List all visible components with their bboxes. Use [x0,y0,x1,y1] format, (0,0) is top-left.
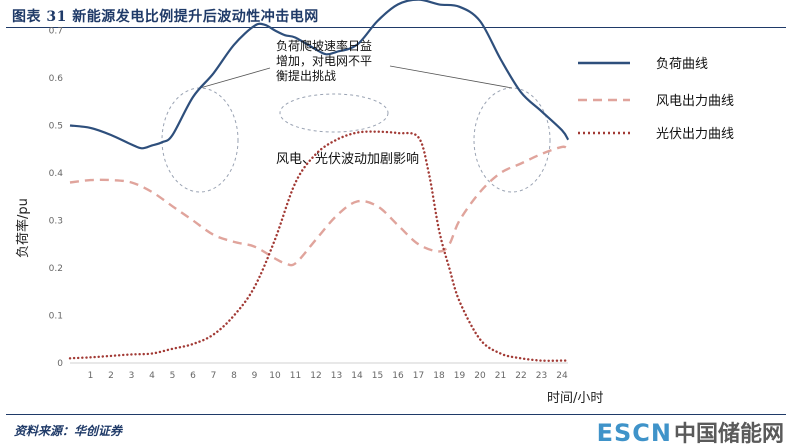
callout-line-left [199,67,271,89]
y-axis-label: 负荷率/pu [15,198,31,258]
series-layer [68,0,570,362]
solar-curve-line [68,130,570,362]
y-tick-label: 0.5 [49,122,63,132]
x-axis: 1 2 3 4 5 6 7 8 9 10 11 12 13 14 15 16 17 18 19 20 21 22 23 24 [88,371,568,381]
x-tick-label: 24 [556,371,568,381]
x-tick-label: 22 [515,371,526,381]
logo-en: ESCN [596,419,672,447]
y-tick-label: 0 [57,359,63,369]
x-tick-label: 17 [413,371,424,381]
x-tick-label: 16 [392,371,404,381]
x-tick-label: 20 [474,371,486,381]
x-tick-label: 3 [129,371,135,381]
y-tick-label: 0.1 [49,312,63,322]
y-tick-label: 0.2 [49,264,63,274]
x-tick-label: 19 [454,371,466,381]
x-axis-label: 时间/小时 [547,391,603,406]
legend-label-solar: 光伏出力曲线 [656,127,734,142]
x-tick-label: 2 [108,371,114,381]
ramp-down-ellipse [473,87,551,193]
load-curve-line [69,0,570,150]
legend: 负荷曲线 风电出力曲线 光伏出力曲线 [578,57,734,142]
x-tick-label: 5 [170,371,176,381]
callout-line-right [389,65,513,89]
title-rule [6,27,786,28]
footer-rule [6,414,786,415]
x-tick-label: 14 [351,371,363,381]
wind-curve-line [69,145,569,267]
x-tick-label: 4 [149,371,155,381]
annotation-line-1: 负荷爬坡速率日益 [276,38,372,53]
y-tick-label: 0.4 [49,169,64,179]
legend-label-wind: 风电出力曲线 [656,94,734,109]
x-tick-label: 10 [269,371,281,381]
figure-title: 图表 31 新能源发电比例提升后波动性冲击电网 [12,9,319,25]
y-tick-label: 0.6 [49,74,64,84]
legend-label-load: 负荷曲线 [656,57,708,72]
source-note: 资料来源：华创证券 [14,424,123,438]
x-tick-label: 8 [231,371,237,381]
x-tick-label: 23 [536,371,547,381]
x-tick-label: 18 [433,371,445,381]
y-axis: 00.10.20.30.40.50.60.70.8 [49,27,64,370]
x-tick-label: 12 [310,371,321,381]
x-tick-label: 6 [190,371,196,381]
logo-cn: 中国储能网 [673,422,784,447]
x-tick-label: 13 [331,371,342,381]
y-tick-label: 0.3 [49,217,63,227]
x-tick-label: 11 [290,371,301,381]
midday-dip-ellipse [279,93,389,133]
x-tick-label: 1 [88,371,94,381]
ramp-up-ellipse [161,87,239,193]
x-tick-label: 21 [495,371,506,381]
x-tick-label: 9 [252,371,258,381]
x-tick-label: 7 [211,371,217,381]
x-tick-label: 15 [372,371,383,381]
annotation-line-3: 衡提出挑战 [276,68,336,83]
annotation-volatility: 风电、光伏波动加剧影响 [276,151,419,167]
annotation-line-2: 增加，对电网不平 [276,54,372,68]
y-tick-label: 0.7 [49,27,63,37]
escn-logo: ESCN中国储能网 [597,416,784,448]
